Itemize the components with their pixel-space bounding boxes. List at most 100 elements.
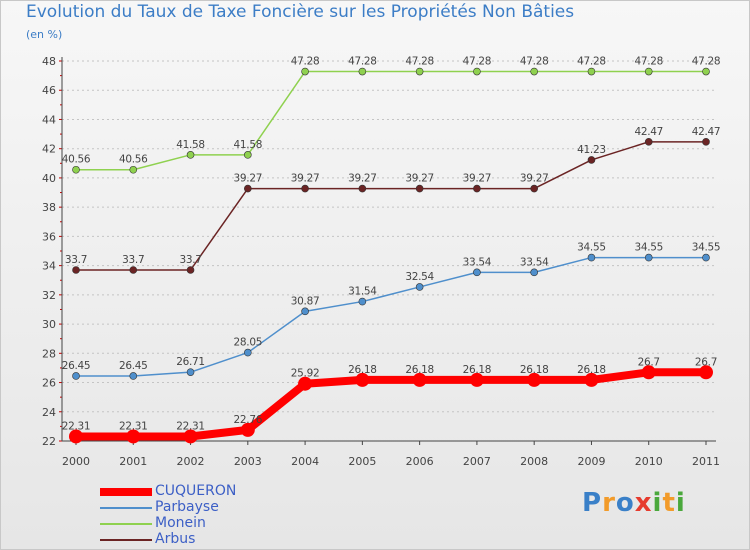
chart-title: Evolution du Taux de Taxe Foncière sur l… bbox=[26, 2, 575, 22]
data-point bbox=[530, 268, 538, 277]
x-tick-label: 2005 bbox=[348, 455, 376, 468]
x-tick-label: 2006 bbox=[406, 455, 434, 468]
series-line-cuqueron bbox=[76, 368, 706, 441]
y-tick-label: 44 bbox=[42, 113, 56, 126]
y-tick-label: 24 bbox=[42, 406, 56, 419]
data-point bbox=[358, 67, 367, 76]
data-point bbox=[301, 184, 309, 193]
series-line-parbayse bbox=[76, 256, 706, 377]
data-point bbox=[183, 429, 198, 444]
data-label: 39.27 bbox=[463, 173, 492, 185]
data-label: 33.7 bbox=[65, 254, 87, 266]
data-label: 47.28 bbox=[577, 56, 606, 68]
data-label: 33.7 bbox=[122, 254, 144, 266]
data-point bbox=[702, 67, 710, 76]
data-label: 31.54 bbox=[348, 286, 377, 298]
y-tick-label: 46 bbox=[42, 84, 56, 97]
legend-swatch bbox=[100, 488, 152, 496]
logo-letter: t bbox=[662, 488, 676, 518]
data-point bbox=[702, 253, 710, 262]
data-label: 30.87 bbox=[291, 295, 320, 307]
data-label: 32.54 bbox=[405, 271, 434, 283]
data-point bbox=[644, 138, 653, 146]
data-point bbox=[644, 253, 653, 262]
x-tick-label: 2001 bbox=[119, 455, 147, 468]
data-label: 26.45 bbox=[119, 360, 148, 372]
series-line-monein bbox=[76, 70, 706, 171]
data-point bbox=[186, 151, 195, 159]
data-label: 26.7 bbox=[695, 356, 717, 368]
data-point bbox=[587, 156, 596, 164]
data-point bbox=[244, 348, 252, 357]
data-label: 26.7 bbox=[638, 356, 660, 368]
data-label: 47.28 bbox=[348, 56, 377, 68]
y-tick-label: 30 bbox=[42, 318, 56, 331]
y-tick-label: 40 bbox=[42, 172, 56, 185]
data-point bbox=[415, 283, 424, 291]
x-tick-label: 2008 bbox=[520, 455, 548, 468]
data-point bbox=[473, 67, 481, 76]
data-point bbox=[129, 266, 138, 274]
data-point bbox=[415, 184, 424, 193]
data-label: 26.18 bbox=[577, 364, 606, 376]
data-label: 39.27 bbox=[520, 173, 549, 185]
data-label: 39.27 bbox=[234, 173, 263, 185]
data-point bbox=[69, 429, 83, 444]
legend-item-arbus: Arbus bbox=[100, 531, 300, 548]
x-tick-label: 2003 bbox=[234, 455, 262, 468]
data-point bbox=[72, 266, 80, 274]
data-point bbox=[72, 165, 80, 174]
data-point bbox=[244, 184, 252, 193]
data-point bbox=[469, 372, 484, 387]
logo-letter: P bbox=[582, 488, 603, 518]
y-tick-label: 48 bbox=[42, 55, 56, 68]
data-point bbox=[358, 184, 367, 193]
data-point bbox=[587, 67, 596, 76]
data-label: 47.28 bbox=[692, 56, 721, 68]
data-label: 39.27 bbox=[405, 173, 434, 185]
data-point bbox=[473, 184, 481, 193]
x-tick-label: 2011 bbox=[692, 455, 720, 468]
data-point bbox=[644, 67, 653, 76]
y-tick-label: 36 bbox=[42, 230, 56, 243]
data-label: 41.58 bbox=[234, 139, 263, 151]
data-label: 34.55 bbox=[634, 242, 663, 254]
data-point bbox=[641, 365, 656, 380]
data-point bbox=[415, 67, 424, 76]
data-label: 47.28 bbox=[520, 56, 549, 68]
data-label: 47.28 bbox=[291, 56, 320, 68]
legend-swatch bbox=[100, 507, 152, 509]
data-label: 26.71 bbox=[176, 356, 205, 368]
data-point bbox=[186, 368, 195, 376]
legend-item-cuqueron: CUQUERON bbox=[100, 483, 300, 500]
y-tick-label: 42 bbox=[42, 143, 56, 156]
y-tick-label: 28 bbox=[42, 347, 56, 360]
y-tick-label: 26 bbox=[42, 377, 56, 390]
data-label: 26.18 bbox=[463, 364, 492, 376]
data-point bbox=[72, 372, 80, 380]
data-point bbox=[530, 184, 538, 193]
data-label: 42.47 bbox=[692, 126, 721, 138]
data-label: 40.56 bbox=[62, 154, 91, 166]
legend-label: CUQUERON bbox=[155, 483, 237, 499]
data-point bbox=[240, 422, 255, 437]
data-label: 39.27 bbox=[348, 173, 377, 185]
data-label: 47.28 bbox=[405, 56, 434, 68]
data-point bbox=[298, 376, 313, 391]
legend-label: Monein bbox=[155, 515, 206, 531]
data-point bbox=[587, 253, 596, 262]
x-tick-label: 2007 bbox=[463, 455, 491, 468]
x-tick-label: 2002 bbox=[177, 455, 205, 468]
chart-unit-label: (en %) bbox=[26, 28, 63, 41]
data-point bbox=[301, 307, 309, 316]
data-label: 22.31 bbox=[176, 420, 205, 432]
data-point bbox=[412, 372, 427, 387]
data-label: 26.45 bbox=[62, 360, 91, 372]
data-label: 33.54 bbox=[463, 256, 492, 268]
data-label: 41.58 bbox=[176, 139, 205, 151]
data-label: 42.47 bbox=[634, 126, 663, 138]
data-point bbox=[473, 268, 481, 277]
data-point bbox=[584, 372, 599, 387]
data-label: 47.28 bbox=[463, 56, 492, 68]
x-tick-label: 2009 bbox=[577, 455, 605, 468]
